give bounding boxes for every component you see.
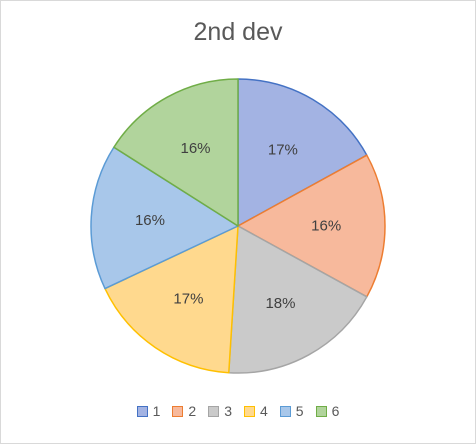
data-label-2: 16% bbox=[311, 218, 341, 235]
legend-label-3: 3 bbox=[224, 403, 232, 419]
legend-item-2: 2 bbox=[172, 403, 196, 419]
legend-label-2: 2 bbox=[188, 403, 197, 419]
legend-item-1: 1 bbox=[136, 403, 161, 419]
legend-label-4: 4 bbox=[260, 403, 268, 419]
data-label-5: 16% bbox=[135, 212, 165, 229]
data-label-6: 16% bbox=[180, 140, 210, 157]
legend-item-6: 6 bbox=[315, 403, 340, 419]
chart-legend: 1 2 3 4 5 6 bbox=[0, 403, 476, 419]
data-label-3: 18% bbox=[265, 295, 295, 312]
legend-swatch-4 bbox=[244, 405, 255, 417]
pie-slice-2 bbox=[237, 154, 386, 298]
data-label-1: 17% bbox=[268, 142, 298, 159]
legend-label-6: 6 bbox=[331, 403, 340, 419]
pie-slice-6 bbox=[113, 78, 239, 227]
pie-slice-5 bbox=[90, 146, 239, 290]
legend-label-5: 5 bbox=[295, 403, 304, 419]
legend-swatch-1 bbox=[136, 405, 148, 417]
legend-item-5: 5 bbox=[279, 403, 304, 419]
chart-title: 2nd dev bbox=[193, 18, 283, 46]
legend-swatch-2 bbox=[172, 405, 184, 417]
legend-item-3: 3 bbox=[208, 403, 232, 419]
pie-slice-4 bbox=[104, 225, 239, 374]
data-label-4: 17% bbox=[173, 290, 203, 307]
legend-item-4: 4 bbox=[244, 403, 268, 419]
legend-swatch-5 bbox=[279, 405, 291, 417]
pie-slice-1 bbox=[237, 78, 368, 227]
legend-swatch-6 bbox=[315, 405, 327, 417]
legend-label-1: 1 bbox=[152, 403, 161, 419]
pie-slice-3 bbox=[228, 225, 368, 374]
legend-swatch-3 bbox=[208, 405, 220, 417]
